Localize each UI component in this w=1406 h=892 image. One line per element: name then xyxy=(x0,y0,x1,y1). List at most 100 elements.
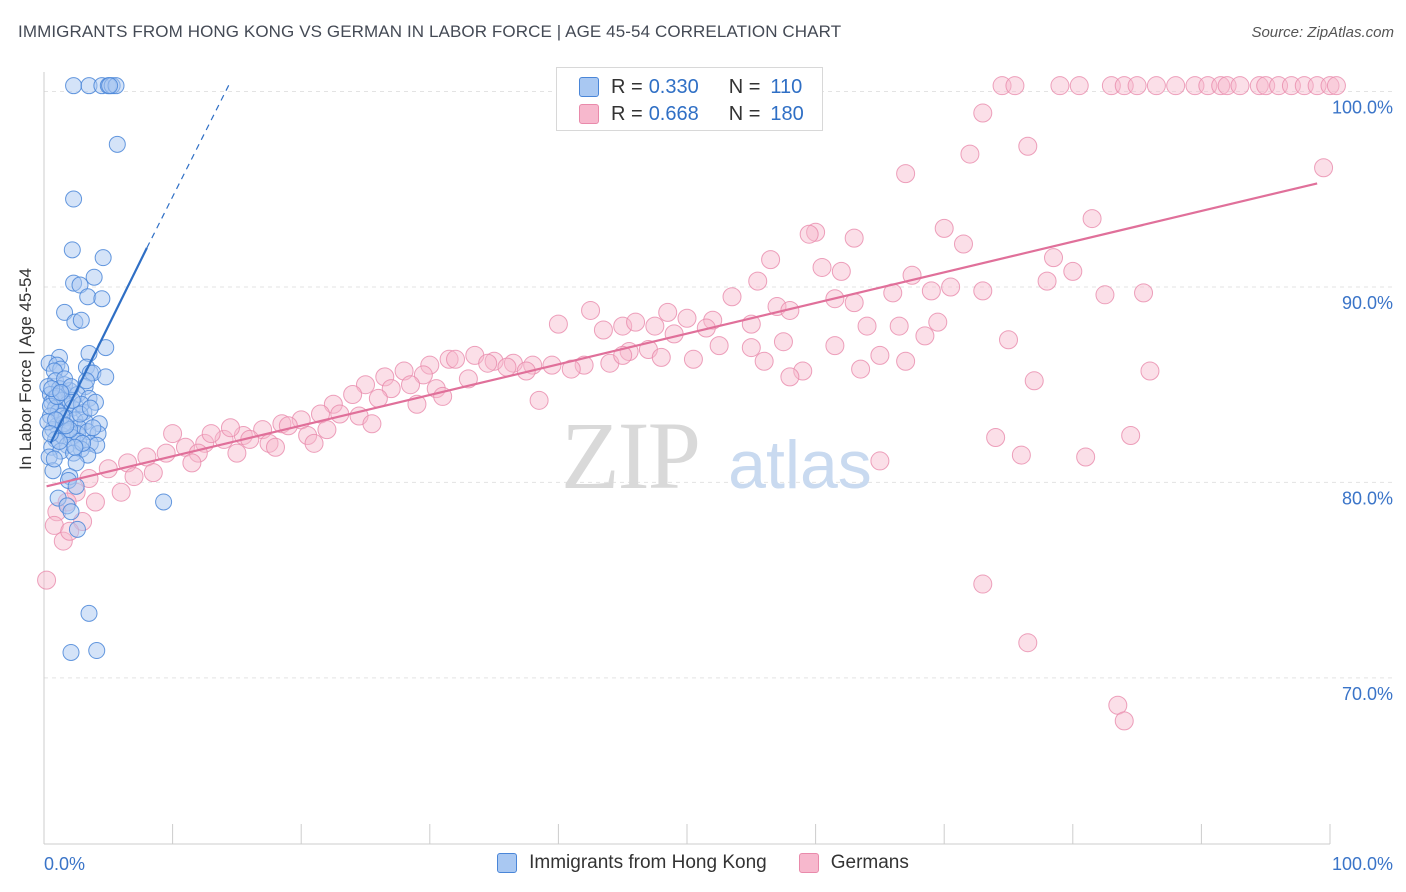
hong-kong-point xyxy=(80,604,98,622)
germans-point xyxy=(1140,361,1160,381)
germans-point xyxy=(37,570,57,590)
legend-swatch-blue xyxy=(579,77,599,97)
germans-point xyxy=(1018,136,1038,156)
hong-kong-point xyxy=(79,288,97,306)
germans-point xyxy=(761,250,781,270)
germans-point xyxy=(227,443,247,463)
germans-point xyxy=(304,433,324,453)
legend-row-germans: R = 0.668 N = 180 xyxy=(579,101,804,127)
y-axis-label: In Labor Force | Age 45-54 xyxy=(16,268,35,470)
germans-point xyxy=(1050,76,1070,96)
germans-point xyxy=(1011,445,1031,465)
series-label-germans: Germans xyxy=(830,852,909,873)
germans-point xyxy=(934,218,954,238)
germans-point xyxy=(1121,426,1141,446)
germans-point xyxy=(529,390,549,410)
legend-swatch-pink xyxy=(579,104,599,124)
y-tick-label: 100.0% xyxy=(1332,98,1393,118)
hong-kong-point xyxy=(71,276,89,294)
germans-point xyxy=(1076,447,1096,467)
germans-point xyxy=(85,492,105,512)
germans-point xyxy=(645,316,665,336)
series-swatch-pink xyxy=(798,853,819,873)
germans-point xyxy=(825,336,845,356)
germans-point xyxy=(111,482,131,502)
germans-point xyxy=(831,261,851,281)
germans-point xyxy=(857,316,877,336)
legend-n-label: N = xyxy=(728,102,761,125)
germans-point xyxy=(497,357,517,377)
germans-point xyxy=(1146,76,1166,96)
germans-point xyxy=(581,300,601,320)
germans-point xyxy=(1024,371,1044,391)
hong-kong-point xyxy=(94,249,112,267)
germans-point xyxy=(703,310,723,330)
germans-point xyxy=(548,314,568,334)
legend-r-label: R = xyxy=(611,102,643,125)
germans-point xyxy=(754,351,774,371)
germans-point xyxy=(1069,76,1089,96)
stats-legend: R = 0.330 N = 110 R = 0.668 N = 180 xyxy=(556,67,823,131)
source-label: Source: ZipAtlas.com xyxy=(1251,24,1394,41)
germans-point xyxy=(1044,248,1064,268)
germans-point xyxy=(53,531,73,551)
germans-point xyxy=(1314,158,1334,178)
germans-point xyxy=(896,164,916,184)
hong-kong-point xyxy=(108,135,126,153)
trend-lines xyxy=(46,81,1318,488)
hong-kong-point xyxy=(65,77,83,95)
hong-kong-point xyxy=(65,190,83,208)
hong-kong-point xyxy=(81,399,99,417)
germans-point xyxy=(574,355,594,375)
germans-point xyxy=(420,355,440,375)
germans-point xyxy=(709,336,729,356)
hong-kong-point xyxy=(68,520,86,538)
hong-kong-point xyxy=(62,643,80,661)
hong-kong-point xyxy=(85,268,103,286)
watermark-zip: ZIP xyxy=(561,402,699,509)
germans-point xyxy=(651,347,671,367)
germans-point xyxy=(201,424,221,444)
hong-kong-point xyxy=(62,503,80,521)
germans-point xyxy=(1211,76,1231,96)
germans-point xyxy=(446,349,466,369)
germans-point xyxy=(484,351,504,371)
germans-point xyxy=(683,349,703,369)
germans-point xyxy=(1127,76,1147,96)
series-legend-germans: Germans xyxy=(798,852,909,874)
y-tick-label: 70.0% xyxy=(1342,684,1393,704)
germans-point xyxy=(915,326,935,346)
germans-point xyxy=(1134,283,1154,303)
germans-point xyxy=(960,144,980,164)
germans-point xyxy=(658,302,678,322)
hong-kong-point xyxy=(66,438,84,456)
y-tick-label: 80.0% xyxy=(1342,488,1393,508)
germans-point xyxy=(999,330,1018,350)
germans-point xyxy=(1320,76,1340,96)
x-tick-label: 100.0% xyxy=(1332,854,1393,874)
germans-point xyxy=(973,103,993,123)
germans-point xyxy=(626,312,646,332)
series-legend: Immigrants from Hong Kong Germans xyxy=(0,852,1406,874)
hong-kong-point xyxy=(93,290,111,308)
germans-point xyxy=(1018,633,1038,653)
germans-point xyxy=(799,224,819,244)
germans-point xyxy=(362,414,382,434)
hong-kong-point xyxy=(52,384,70,402)
germans-point xyxy=(793,361,813,381)
tick-labels: 100.0% 90.0% 80.0% 70.0% 0.0% 100.0% xyxy=(44,98,1393,874)
x-tick-label: 0.0% xyxy=(44,854,85,874)
hong-kong-point xyxy=(88,642,106,660)
germans-point xyxy=(953,234,973,254)
series-label-hong-kong: Immigrants from Hong Kong xyxy=(529,852,767,873)
germans-point xyxy=(1166,76,1186,96)
germans-point xyxy=(298,426,318,446)
germans-trend-line xyxy=(46,182,1318,488)
germans-point xyxy=(182,453,202,473)
legend-r-value: 0.668 xyxy=(648,102,699,125)
germans-point xyxy=(806,222,826,242)
germans-point xyxy=(896,351,916,371)
hong-kong-trend-line xyxy=(49,247,148,444)
germans-point xyxy=(317,420,337,440)
